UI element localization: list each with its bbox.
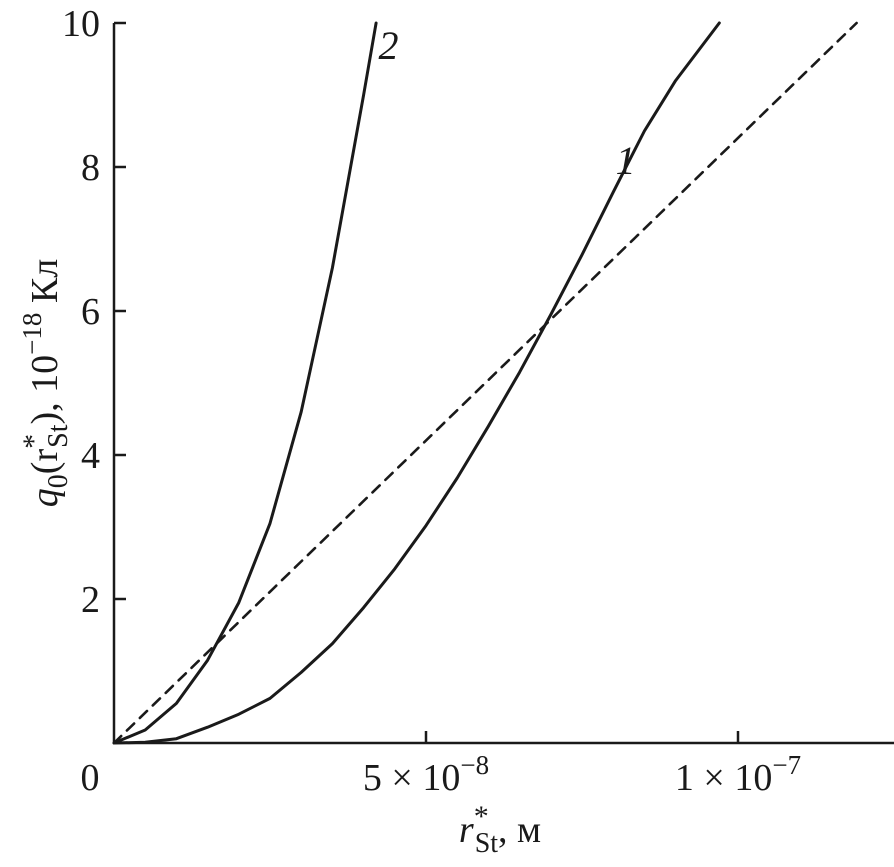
series-line-1 [112, 21, 721, 745]
y-tick-label: 2 [81, 579, 100, 621]
y-tick-label: 10 [62, 3, 100, 45]
y-tick-label: 4 [81, 435, 100, 477]
x-tick-label: 1 × 10−7 [675, 750, 801, 799]
series-line-dashed [112, 21, 858, 745]
axis-titles: r* St, м q0(r*St), 10−18 Кл [17, 259, 541, 859]
series-line-2 [112, 21, 378, 745]
curve-label-1: 1 [616, 138, 636, 183]
y-tick-label: 8 [81, 147, 100, 189]
y-tick-label: 6 [81, 291, 100, 333]
curve-label-2: 2 [379, 23, 399, 68]
x-tick-label: 5 × 10−8 [363, 750, 489, 799]
x-axis-title: r* St, м [459, 800, 541, 859]
curve-labels: 12 [379, 23, 636, 183]
axes [112, 23, 894, 745]
x-tick-label: 0 [81, 757, 100, 799]
ticks: 2 4 6 8 10 0 5 × 10−8 1 × 10−7 [62, 3, 801, 799]
y-axis-title: q0(r*St), 10−18 Кл [17, 259, 74, 507]
series-lines [112, 21, 858, 745]
